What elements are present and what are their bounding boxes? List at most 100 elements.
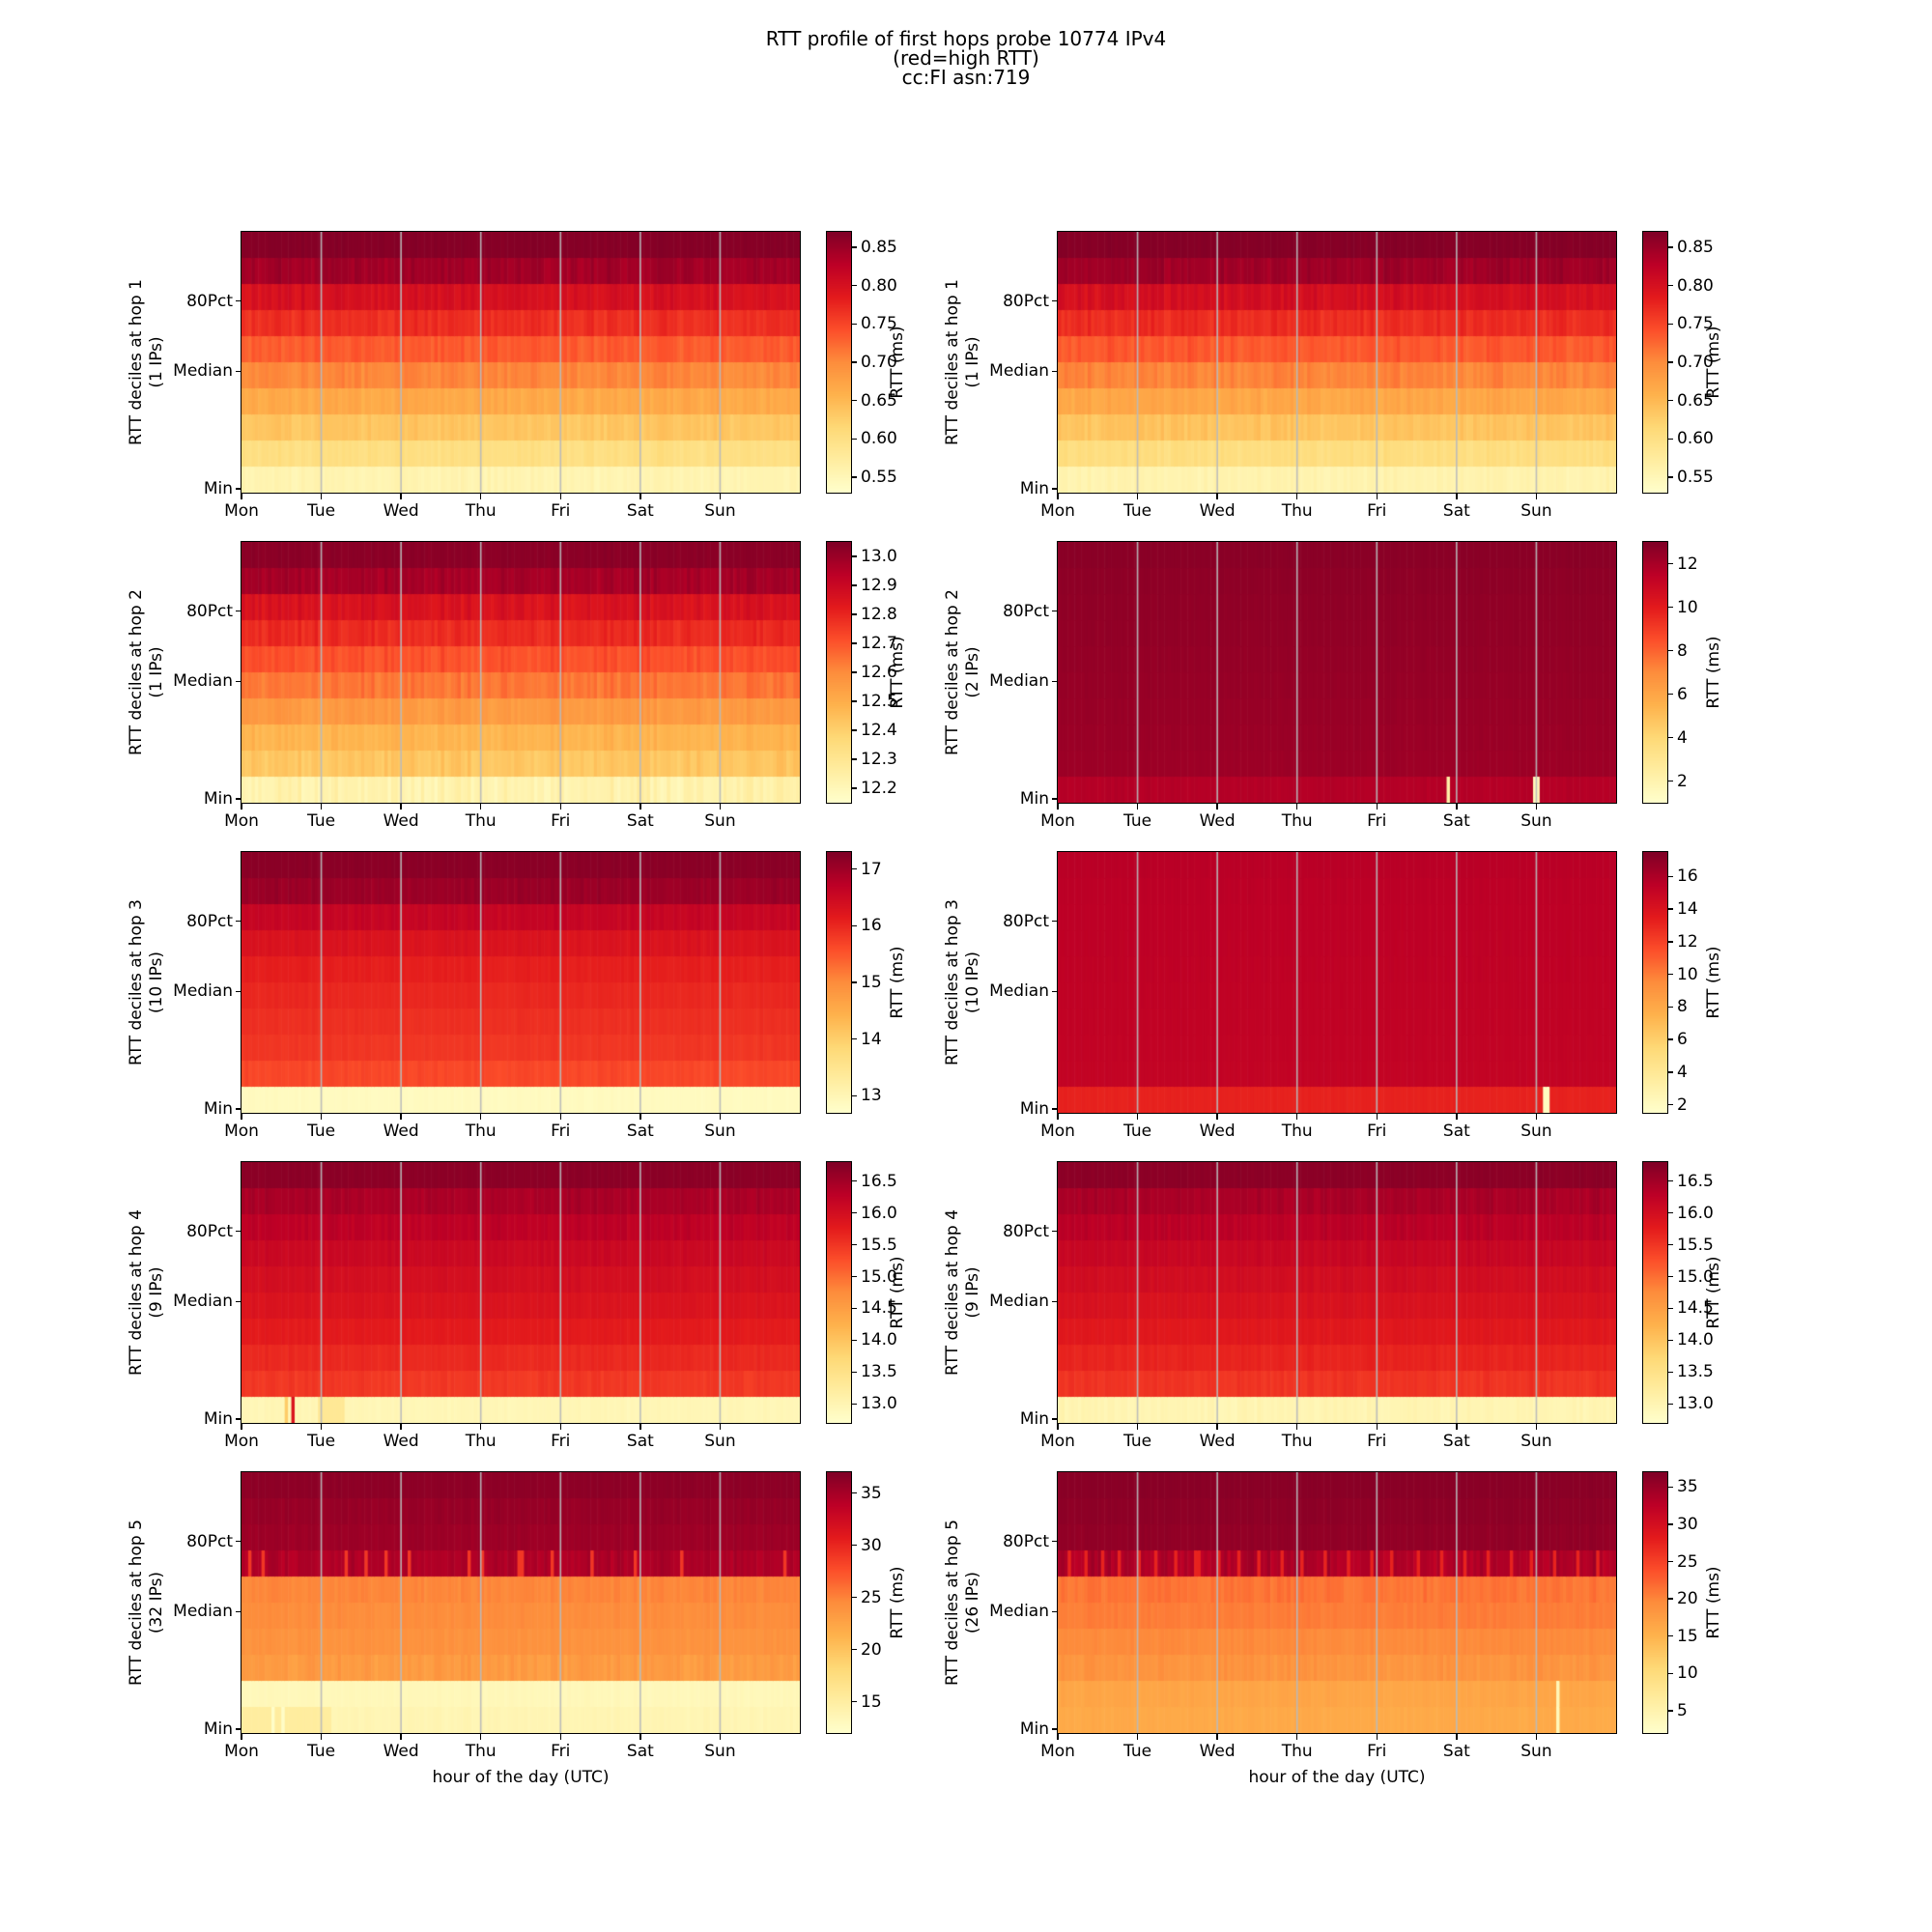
y-tick-mark bbox=[236, 920, 241, 923]
colorbar-tick-label: 0.65 bbox=[861, 390, 897, 411]
y-tick-mark bbox=[236, 990, 241, 993]
colorbar-canvas bbox=[1642, 851, 1668, 1114]
colorbar-tick-label: 4 bbox=[1677, 1062, 1688, 1082]
colorbar-axis-label-text: RTT (ms) bbox=[1704, 1256, 1723, 1329]
colorbar-tick-mark bbox=[1668, 323, 1673, 325]
colorbar-tick-label: 12 bbox=[1677, 931, 1698, 952]
colorbar-tick-mark bbox=[852, 671, 857, 673]
x-tick-mark bbox=[241, 1734, 242, 1740]
colorbar-tick-mark bbox=[852, 787, 857, 789]
colorbar-tick-mark bbox=[1668, 1275, 1673, 1278]
y-tick-mark bbox=[1052, 990, 1057, 993]
x-tick-label: Mon bbox=[224, 1432, 259, 1451]
y-tick-label: Median bbox=[989, 361, 1049, 382]
colorbar-tick-mark bbox=[852, 613, 857, 615]
colorbar-tick-mark bbox=[852, 981, 857, 983]
x-tick-mark bbox=[1216, 804, 1218, 810]
colorbar-axis-label-text: RTT (ms) bbox=[1704, 636, 1723, 709]
colorbar-tick-label: 0.55 bbox=[861, 468, 897, 488]
colorbar-tick-label: 15.0 bbox=[1677, 1266, 1714, 1287]
colorbar-tick-mark bbox=[852, 1544, 857, 1547]
colorbar-axis-label-text: RTT (ms) bbox=[1704, 946, 1723, 1019]
x-tick-label: Thu bbox=[1281, 811, 1313, 831]
x-tick-mark bbox=[400, 804, 402, 810]
colorbar-tick-label: 17 bbox=[861, 859, 882, 879]
x-tick-label: Mon bbox=[224, 811, 259, 831]
y-axis-label-line1: RTT deciles at hop 2 bbox=[127, 589, 146, 755]
y-axis-label-line1: RTT deciles at hop 1 bbox=[127, 279, 146, 445]
x-tick-mark bbox=[1057, 1734, 1059, 1740]
colorbar-tick-label: 0.80 bbox=[861, 275, 897, 296]
y-tick-mark bbox=[236, 1230, 241, 1233]
colorbar-tick-mark bbox=[852, 1492, 857, 1494]
colorbar-tick-mark bbox=[852, 924, 857, 926]
colorbar-tick-label: 15.5 bbox=[861, 1235, 897, 1255]
colorbar-tick-label: 10 bbox=[1677, 1663, 1698, 1684]
colorbar-axis-label-text: RTT (ms) bbox=[888, 946, 907, 1019]
x-tick-label: Sun bbox=[704, 1122, 736, 1141]
x-tick-mark bbox=[1136, 494, 1139, 499]
x-tick-mark bbox=[241, 804, 242, 810]
x-tick-label: Sat bbox=[1442, 1432, 1470, 1451]
x-tick-mark bbox=[1296, 1734, 1298, 1740]
colorbar-canvas bbox=[1642, 541, 1668, 804]
colorbar-axis-label-text: RTT (ms) bbox=[888, 1566, 907, 1639]
y-tick-label: Median bbox=[989, 1602, 1049, 1622]
x-tick-label: Wed bbox=[383, 1742, 419, 1761]
colorbar-tick-label: 0.65 bbox=[1677, 390, 1714, 411]
colorbar-canvas bbox=[826, 1161, 852, 1424]
colorbar-tick-label: 14.0 bbox=[861, 1330, 897, 1350]
x-tick-mark bbox=[1057, 494, 1059, 499]
colorbar-tick-mark bbox=[852, 323, 857, 325]
y-tick-label: Median bbox=[989, 1292, 1049, 1312]
y-tick-mark bbox=[236, 1418, 241, 1420]
x-tick-label: Tue bbox=[1123, 1432, 1152, 1451]
y-tick-mark bbox=[236, 680, 241, 683]
x-tick-label: Tue bbox=[1123, 811, 1152, 831]
heatmap-canvas bbox=[1057, 1161, 1617, 1424]
x-tick-mark bbox=[639, 1734, 641, 1740]
x-tick-mark bbox=[719, 1734, 722, 1740]
x-tick-label: Sat bbox=[1442, 501, 1470, 521]
colorbar-tick-label: 16.0 bbox=[861, 1203, 897, 1223]
x-tick-mark bbox=[400, 1114, 402, 1120]
x-tick-mark bbox=[1376, 1114, 1378, 1120]
x-tick-mark bbox=[400, 494, 402, 499]
colorbar-tick-label: 14.5 bbox=[861, 1298, 897, 1319]
x-tick-mark bbox=[1535, 1424, 1538, 1430]
x-tick-mark bbox=[320, 1114, 323, 1120]
x-tick-label: Sun bbox=[1520, 1742, 1552, 1761]
x-tick-label: Fri bbox=[551, 811, 571, 831]
x-tick-label: Wed bbox=[383, 1432, 419, 1451]
y-tick-label: Min bbox=[1019, 1719, 1049, 1739]
colorbar-tick-label: 0.75 bbox=[1677, 314, 1714, 334]
colorbar-tick-mark bbox=[852, 246, 857, 248]
colorbar-tick-label: 16 bbox=[1677, 867, 1698, 887]
y-tick-mark bbox=[1052, 1540, 1057, 1543]
x-tick-label: Fri bbox=[1367, 1742, 1387, 1761]
colorbar-tick-label: 4 bbox=[1677, 727, 1688, 748]
x-tick-mark bbox=[1057, 1114, 1059, 1120]
colorbar-tick-mark bbox=[852, 1037, 857, 1040]
colorbar-tick-label: 15.5 bbox=[1677, 1235, 1714, 1255]
y-tick-mark bbox=[236, 1610, 241, 1613]
x-tick-label: Sun bbox=[1520, 1432, 1552, 1451]
colorbar-axis-label-text: RTT (ms) bbox=[888, 636, 907, 709]
colorbar-tick-mark bbox=[1668, 438, 1673, 440]
x-tick-mark bbox=[241, 494, 242, 499]
colorbar-tick-label: 12.2 bbox=[861, 779, 897, 798]
x-tick-mark bbox=[1136, 1424, 1139, 1430]
y-tick-mark bbox=[236, 370, 241, 373]
y-tick-mark bbox=[1052, 920, 1057, 923]
x-tick-label: Tue bbox=[307, 1122, 336, 1141]
colorbar-canvas bbox=[1642, 1471, 1668, 1734]
y-axis-label-line1: RTT deciles at hop 5 bbox=[943, 1520, 962, 1686]
x-tick-mark bbox=[559, 804, 561, 810]
x-tick-mark bbox=[1535, 1734, 1538, 1740]
colorbar-tick-mark bbox=[1668, 1560, 1673, 1563]
colorbar-tick-mark bbox=[852, 1339, 857, 1342]
x-tick-mark bbox=[1057, 1424, 1059, 1430]
x-tick-mark bbox=[241, 1114, 242, 1120]
x-tick-label: Fri bbox=[551, 1432, 571, 1451]
y-axis-label-line1: RTT deciles at hop 4 bbox=[127, 1209, 146, 1376]
